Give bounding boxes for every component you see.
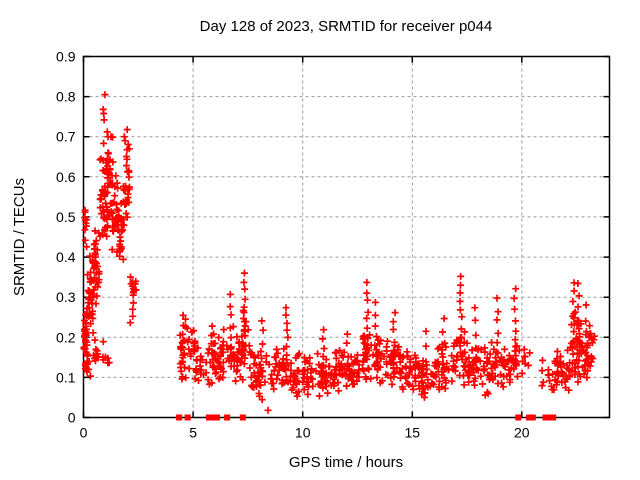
data-gap-square bbox=[529, 414, 536, 421]
data-gap-square bbox=[542, 414, 549, 421]
data-gap-square bbox=[239, 414, 246, 421]
y-tick-label: 0.1 bbox=[56, 369, 76, 385]
data-gap-square bbox=[526, 414, 533, 421]
x-tick-label: 15 bbox=[405, 425, 421, 441]
y-tick-label: 0.9 bbox=[56, 49, 76, 65]
x-axis-label: GPS time / hours bbox=[289, 454, 403, 471]
y-tick-label: 0 bbox=[68, 410, 76, 426]
grid-layer bbox=[83, 56, 610, 418]
y-tick-label: 0.3 bbox=[56, 289, 76, 305]
tick-labels-layer: 0 0.1 0.2 0.3 0.4 0.5 0.6 0.7 0.8 0.9 0 5 10 15 20 bbox=[56, 49, 530, 441]
y-tick-label: 0.4 bbox=[56, 249, 76, 265]
data-gap-square bbox=[176, 414, 183, 421]
y-tick-label: 0.7 bbox=[56, 129, 76, 145]
x-tick-label: 0 bbox=[80, 425, 88, 441]
data-gap-square bbox=[205, 414, 212, 421]
x-tick-label: 10 bbox=[295, 425, 311, 441]
x-tick-label: 20 bbox=[514, 425, 530, 441]
y-axis-label: SRMTID / TECUs bbox=[11, 178, 28, 296]
data-gap-square bbox=[214, 414, 220, 421]
data-gap-square bbox=[224, 414, 231, 421]
data-gap-square bbox=[210, 414, 216, 421]
data-gap-square bbox=[515, 414, 522, 421]
y-tick-label: 0.8 bbox=[56, 89, 76, 105]
y-tick-label: 0.2 bbox=[56, 329, 76, 345]
data-gap-square bbox=[550, 414, 557, 421]
y-tick-label: 0.5 bbox=[56, 209, 76, 225]
data-points-layer bbox=[80, 91, 598, 421]
data-gap-square bbox=[184, 414, 191, 421]
y-tick-label: 0.6 bbox=[56, 169, 76, 185]
x-tick-label: 5 bbox=[189, 425, 197, 441]
chart-title: Day 128 of 2023, SRMTID for receiver p04… bbox=[200, 18, 493, 35]
scatter-plus-markers bbox=[80, 91, 598, 414]
